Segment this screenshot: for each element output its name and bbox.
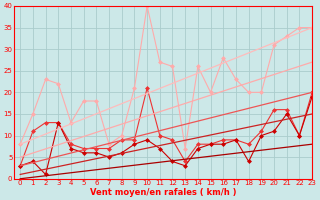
X-axis label: Vent moyen/en rafales ( km/h ): Vent moyen/en rafales ( km/h ) bbox=[90, 188, 236, 197]
